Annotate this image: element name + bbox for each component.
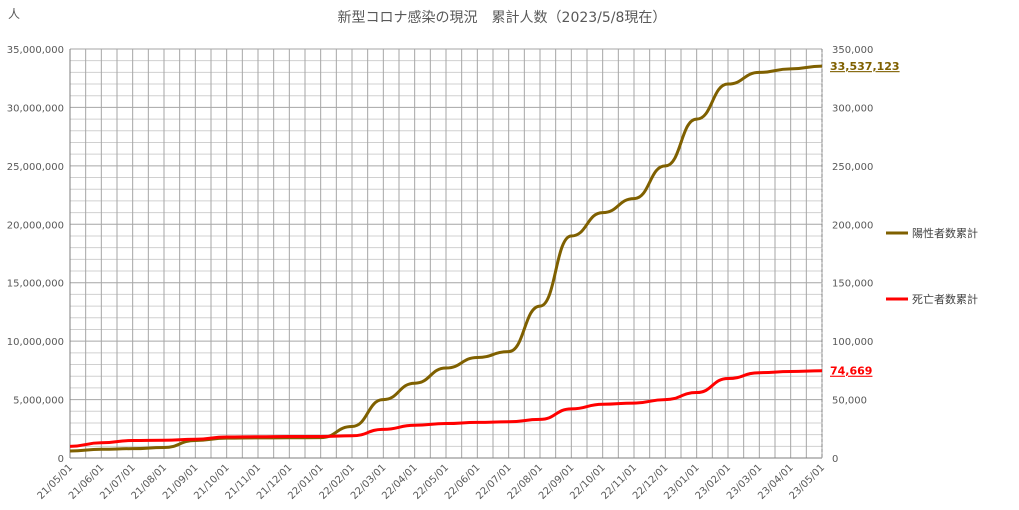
y-axis-right-ticks: 0 50,000 100,000 150,000 200,000 250,000 300,0… bbox=[832, 45, 873, 465]
y2-tick-label: 300,000 bbox=[832, 103, 873, 114]
y-tick-label: 30,000,000 bbox=[7, 103, 64, 114]
y2-tick-label: 100,000 bbox=[832, 337, 873, 348]
y2-tick-label: 50,000 bbox=[832, 396, 867, 407]
y-tick-label: 0 bbox=[58, 454, 64, 465]
y-axis-left-ticks: 0 5,000,000 10,000,000 15,000,000 20,000,000… bbox=[7, 45, 64, 465]
series-lines bbox=[69, 64, 823, 453]
y-axis-unit-label: 人 bbox=[8, 7, 20, 21]
series-line-2 bbox=[69, 369, 823, 448]
y2-tick-label: 250,000 bbox=[832, 162, 873, 173]
y2-tick-label: 150,000 bbox=[832, 279, 873, 290]
end-labels: 33,537,123 74,669 bbox=[830, 60, 900, 378]
y2-tick-label: 350,000 bbox=[832, 45, 873, 56]
series-end-label: 74,669 bbox=[830, 365, 872, 378]
y-tick-label: 15,000,000 bbox=[7, 279, 64, 290]
y2-tick-label: 200,000 bbox=[832, 220, 873, 231]
axes bbox=[69, 49, 823, 459]
grid bbox=[69, 48, 823, 459]
y-tick-label: 5,000,000 bbox=[13, 396, 64, 407]
y-tick-label: 20,000,000 bbox=[7, 220, 64, 231]
y-tick-label: 35,000,000 bbox=[7, 45, 64, 56]
legend-label: 死亡者数累計 bbox=[912, 292, 978, 306]
legend-label: 陽性者数累計 bbox=[912, 226, 978, 240]
x-axis-ticks: 21/05/0121/06/0121/07/0121/08/0121/09/01… bbox=[36, 462, 828, 502]
y-tick-label: 25,000,000 bbox=[7, 162, 64, 173]
chart-title: 新型コロナ感染の現況 累計人数（2023/5/8現在） bbox=[338, 9, 667, 26]
series-end-label: 33,537,123 bbox=[830, 60, 900, 73]
y2-tick-label: 0 bbox=[832, 454, 838, 465]
y-tick-label: 10,000,000 bbox=[7, 337, 64, 348]
